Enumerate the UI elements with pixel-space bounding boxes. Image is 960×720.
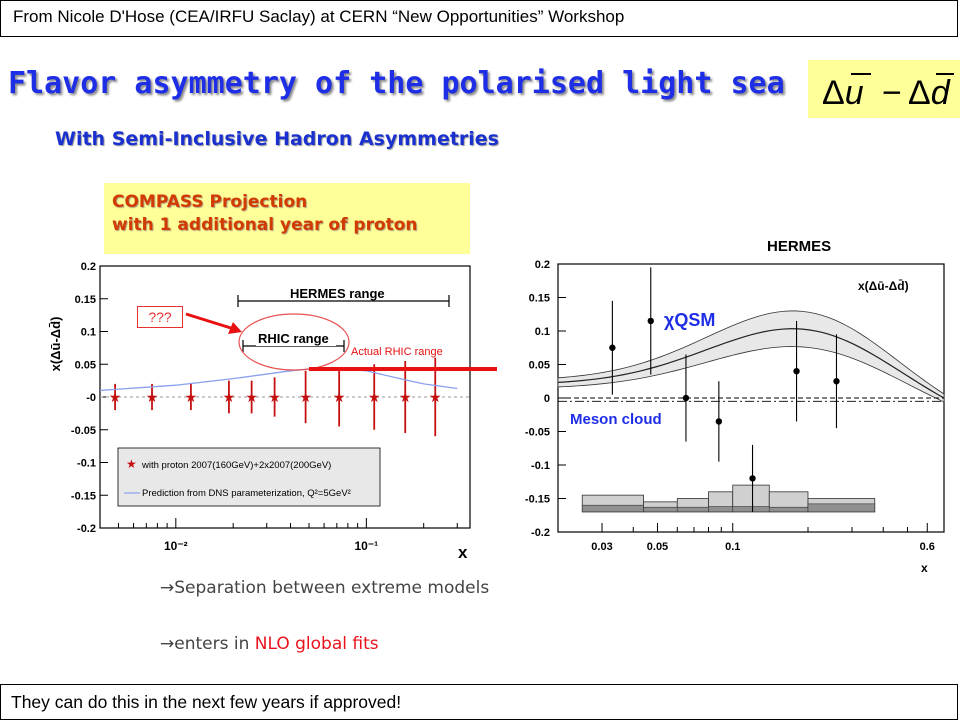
left-ytick-label: -0.1 [77, 458, 96, 470]
hermes-data-point [793, 368, 800, 375]
right-ytick-label: -0.15 [525, 494, 550, 506]
systematic-band-dark [676, 506, 709, 513]
bullet-2: →enters in NLO global fits [160, 634, 379, 654]
systematic-band-dark [768, 506, 809, 513]
compass-projection-box: COMPASS Projection with 1 additional yea… [104, 183, 470, 254]
hermes-data-point [749, 475, 756, 482]
hermes-range-label: HERMES range [290, 286, 385, 301]
slide-title: Flavor asymmetry of the polarised light … [8, 66, 785, 101]
source-attribution: From Nicole D'Hose (CEA/IRFU Saclay) at … [0, 0, 958, 37]
right-xlabel: x [921, 561, 928, 575]
legend-entry-2: Prediction from DNS parameterization, Q²… [142, 488, 351, 499]
formula-delta-d: Δd [908, 74, 951, 112]
left-data-point: ★ [185, 389, 198, 405]
right-ylabel: x(Δū-Δd̄) [858, 279, 909, 293]
legend-entry-1: with proton 2007(160GeV)+2x2007(200GeV) [141, 460, 331, 471]
arrow-right-icon: → [160, 634, 175, 654]
right-ytick-label: -0.05 [525, 427, 550, 439]
bullet-1: →Separation between extreme models [160, 578, 489, 598]
hermes-label: HERMES [767, 238, 832, 255]
right-xtick-label: 0.6 [920, 541, 935, 553]
right-ytick-label: 0.2 [535, 259, 550, 271]
left-data-point: ★ [245, 389, 258, 405]
systematic-band-dark [732, 506, 770, 513]
question-arrow [185, 312, 242, 334]
left-ytick-label: 0.05 [75, 359, 96, 371]
hermes-data-point [682, 394, 690, 402]
actual-rhic-range-label: Actual RHIC range [351, 346, 443, 358]
systematic-band-dark [807, 503, 876, 513]
left-xtick-label: 10⁻² [164, 539, 188, 553]
left-xtick-label: 10⁻¹ [354, 539, 378, 553]
footer-note: They can do this in the next few years i… [0, 684, 958, 720]
systematic-band-dark [643, 506, 678, 513]
right-xtick-label: 0.1 [725, 541, 740, 553]
left-legend: ★ with proton 2007(160GeV)+2x2007(200GeV… [117, 447, 381, 507]
systematic-band-dark [708, 506, 734, 513]
bullet-1-text: Separation between extreme models [174, 578, 490, 598]
formula-box: Δu − Δd [808, 60, 960, 118]
formula-minus: − [882, 74, 902, 112]
hermes-data-point [647, 317, 654, 325]
left-data-point: ★ [146, 389, 159, 405]
left-ytick-label: 0.15 [75, 294, 96, 306]
left-xlabel: x [458, 543, 468, 562]
legend-star-icon: ★ [126, 457, 137, 471]
right-xtick-label: 0.05 [647, 541, 668, 553]
meson-cloud-label: Meson cloud [570, 411, 662, 428]
left-data-point: ★ [268, 389, 281, 405]
rhic-range-annotation: RHIC range [238, 313, 350, 371]
left-data-point: ★ [399, 389, 412, 405]
bullet-2-text: enters in [174, 634, 255, 654]
rhic-circle [238, 313, 350, 371]
question-marks-box: ??? [137, 306, 183, 328]
right-ytick-label: 0.05 [529, 360, 550, 372]
rhic-range-label: RHIC range [258, 331, 329, 346]
compass-projection-plot: 0.2 0.15 0.1 0.05 -0 -0.05 -0.1 -0.15 -0.2 10⁻² 1… [46, 258, 486, 570]
chiqsm-label: χQSM [664, 310, 715, 330]
left-ytick-label: 0.1 [81, 327, 96, 339]
right-ytick-label: -0.1 [531, 460, 550, 472]
formula-delta-u: Δu [822, 74, 864, 112]
chiqsm-central-curve [557, 328, 945, 399]
right-ytick-label: 0 [544, 393, 550, 405]
left-data-point: ★ [223, 389, 236, 405]
right-ytick-label: 0.1 [535, 326, 550, 338]
left-ytick-label: 0.2 [81, 261, 96, 273]
actual-rhic-range-bar [309, 367, 497, 371]
systematic-band-dark [581, 504, 644, 513]
bullet-2-highlight: NLO global fits [254, 634, 379, 654]
left-ylabel: x(Δū-Δd̄) [48, 317, 63, 372]
left-ytick-label: -0.2 [77, 523, 96, 535]
left-data-point: ★ [109, 389, 122, 405]
left-ytick-label: -0.05 [71, 425, 96, 437]
hermes-plot: 0.2 0.15 0.1 0.05 0 -0.05 -0.1 -0.15 -0.2 0.03 0.… [508, 258, 960, 580]
left-data-point: ★ [429, 389, 442, 405]
hermes-range-annotation: HERMES range [237, 284, 450, 307]
hermes-data-point [833, 378, 840, 385]
compass-line-2: with 1 additional year of proton [112, 215, 418, 235]
right-ytick-label: -0.2 [531, 527, 550, 539]
left-data-point: ★ [299, 389, 312, 405]
chiqsm-band [557, 310, 945, 403]
arrow-right-icon: → [160, 578, 175, 598]
left-ytick-label: -0 [86, 392, 96, 404]
hermes-data-point [609, 344, 616, 351]
slide-subtitle: With Semi-Inclusive Hadron Asymmetries [55, 128, 499, 150]
left-data-point: ★ [333, 389, 346, 405]
right-xtick-label: 0.03 [591, 541, 612, 553]
left-ytick-label: -0.15 [71, 490, 96, 502]
formula-svg: Δu − Δd [822, 73, 954, 112]
right-ytick-label: 0.15 [529, 293, 550, 305]
left-data-point: ★ [368, 389, 381, 405]
hermes-data-point [715, 418, 723, 425]
compass-line-1: COMPASS Projection [112, 192, 308, 212]
